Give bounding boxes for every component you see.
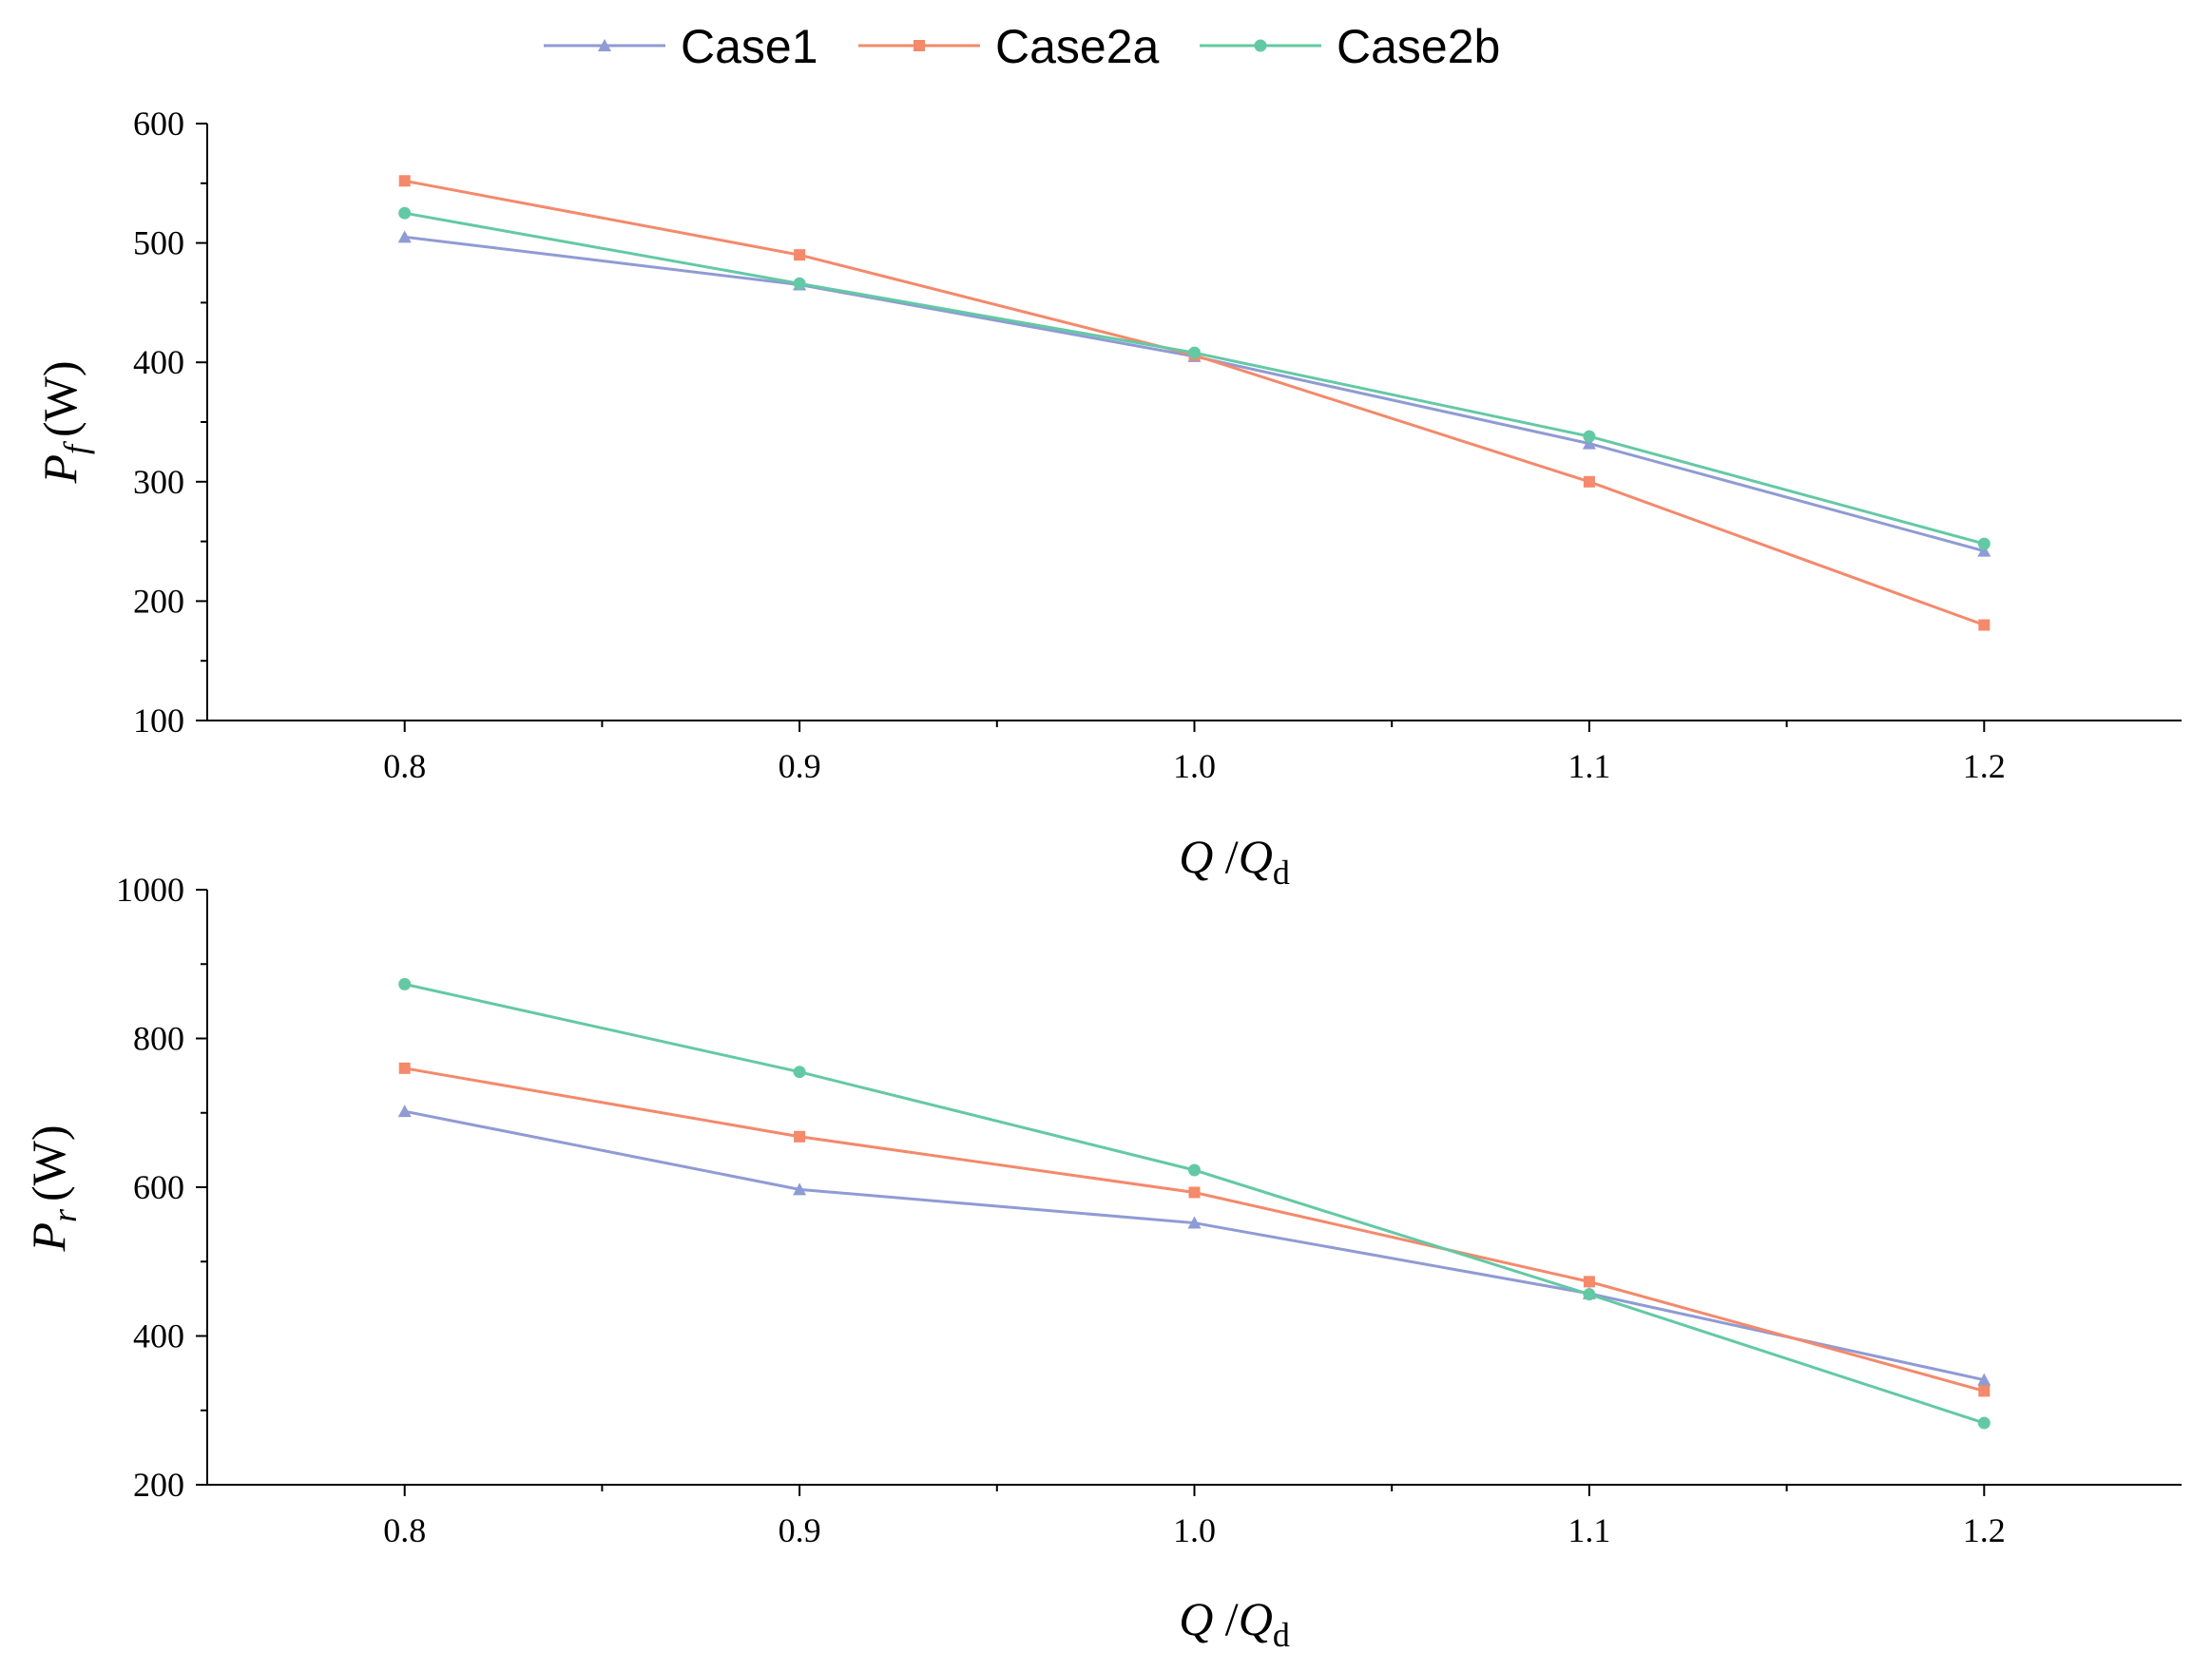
y-axis-title-var: P <box>22 1222 75 1253</box>
chart-bottom-pr: 200 400 600 800 1000 0.8 0.9 1.0 1.1 1.2 Q /Qd Pr (W… <box>22 871 2182 1654</box>
y-axis-title: Pr (W) <box>22 1124 84 1252</box>
data-point-case1 <box>1582 436 1596 450</box>
y-tick-label: 100 <box>133 701 184 740</box>
series-line-case2a <box>404 179 1985 626</box>
data-point-case2b <box>1583 430 1596 443</box>
legend-label: Case2b <box>1337 20 1500 73</box>
data-point-case2b <box>1188 1163 1201 1177</box>
data-point-case2a <box>794 1130 806 1143</box>
data-point-case2a <box>1978 619 1991 631</box>
x-tick-label: 0.9 <box>779 1511 821 1549</box>
x-axis-title-sub: d <box>1273 1616 1290 1654</box>
y-tick-label: 400 <box>133 1317 184 1355</box>
x-axis-title-sep: / <box>1213 1592 1239 1645</box>
x-axis-title-var: Q <box>1179 830 1213 883</box>
x-tick-label: 1.2 <box>1963 747 2006 785</box>
x-tick-label: 0.8 <box>383 747 426 785</box>
series-case1 <box>397 230 1991 557</box>
data-point-case2a <box>398 1062 411 1074</box>
data-point-case1 <box>397 230 412 243</box>
legend-item-case2a: Case2a <box>858 20 1160 73</box>
data-point-case1 <box>1977 544 1991 557</box>
y-axis-title-unit: (W) <box>22 1124 75 1201</box>
data-point-case2a <box>1583 1276 1595 1288</box>
data-point-case2b <box>1583 1288 1596 1301</box>
series-case2a <box>398 175 1991 631</box>
x-axis-title-var: Q <box>1179 1592 1213 1645</box>
data-point-case2b <box>398 206 412 220</box>
series-line-case1 <box>404 235 1985 553</box>
series-line-case1 <box>404 1109 1985 1382</box>
y-tick-label: 200 <box>133 1466 184 1504</box>
legend-label: Case1 <box>681 20 818 73</box>
data-point-case2b <box>1977 537 1991 550</box>
data-point-case2a <box>398 175 411 187</box>
data-point-case1 <box>1977 1373 1991 1386</box>
series-case1 <box>397 1105 1991 1386</box>
x-tick-label: 1.2 <box>1963 1511 2006 1549</box>
legend-marker <box>914 40 925 51</box>
y-tick-label: 600 <box>133 105 184 143</box>
y-axis-title-var: P <box>33 454 87 485</box>
data-point-case1 <box>1187 1216 1202 1229</box>
y-tick-label: 600 <box>133 1168 184 1206</box>
x-axis-title: Q /Qd <box>1179 830 1290 892</box>
x-axis-title-var2: Q <box>1239 830 1273 883</box>
x-tick-label: 1.0 <box>1173 1511 1216 1549</box>
data-point-case2b <box>398 977 412 990</box>
series-case2a <box>398 1062 1991 1397</box>
legend-marker <box>598 39 611 51</box>
data-point-case1 <box>793 1182 807 1196</box>
x-axis-title-sub: d <box>1273 854 1290 892</box>
series-case2b <box>398 977 1991 1430</box>
x-axis-title: Q /Qd <box>1179 1592 1290 1654</box>
series-case2b <box>398 206 1991 550</box>
legend-marker <box>1254 39 1267 52</box>
legend: Case1 Case2a Case2b <box>544 20 1500 73</box>
x-tick-label: 0.8 <box>383 1511 426 1549</box>
data-point-case2b <box>1188 346 1201 359</box>
y-axis-title-unit: (W) <box>33 360 87 437</box>
data-point-case2a <box>1978 1385 1991 1397</box>
y-tick-label: 200 <box>133 582 184 620</box>
y-tick-label: 800 <box>133 1020 184 1058</box>
y-axis-title-sub: f <box>57 440 95 454</box>
data-point-case2a <box>794 249 806 261</box>
y-axis-title-sub: r <box>46 1208 84 1222</box>
x-tick-label: 1.1 <box>1568 747 1610 785</box>
legend-item-case2b: Case2b <box>1200 20 1500 73</box>
x-tick-label: 0.9 <box>779 747 821 785</box>
legend-item-case1: Case1 <box>544 20 818 73</box>
x-axis-title-var2: Q <box>1239 1592 1273 1645</box>
data-point-case2b <box>793 277 806 290</box>
y-axis-title: Pf (W) <box>33 360 95 484</box>
x-tick-label: 1.0 <box>1173 747 1216 785</box>
series-line-case2b <box>404 982 1985 1425</box>
data-point-case2a <box>1188 1186 1201 1199</box>
y-tick-label: 500 <box>133 224 184 262</box>
series-line-case2b <box>404 211 1985 546</box>
chart-top-pf: 100 200 300 400 500 600 0.8 0.9 1.0 1.1 1.2 Q /Qd Pf… <box>33 105 2182 892</box>
y-tick-label: 400 <box>133 343 184 381</box>
data-point-case2a <box>1583 475 1595 488</box>
data-point-case1 <box>397 1105 412 1118</box>
x-tick-label: 1.1 <box>1568 1511 1610 1549</box>
data-point-case2b <box>793 1066 806 1079</box>
x-axis-title-sep: / <box>1213 830 1239 883</box>
series-line-case2a <box>404 1067 1985 1393</box>
y-tick-label: 300 <box>133 463 184 501</box>
legend-label: Case2a <box>995 20 1160 73</box>
y-tick-label: 1000 <box>116 871 184 909</box>
data-point-case2b <box>1977 1416 1991 1430</box>
